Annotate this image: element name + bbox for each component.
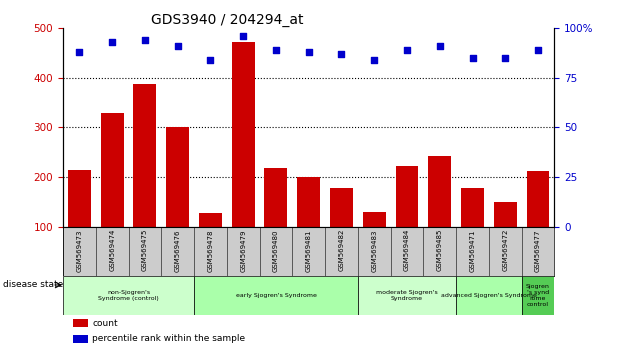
Bar	[494, 202, 517, 227]
Point	[402, 47, 412, 53]
Bar	[68, 170, 91, 227]
Text: GSM569471: GSM569471	[469, 229, 476, 272]
Text: Sjogren
's synd
rome
control: Sjogren 's synd rome control	[526, 284, 550, 307]
Bar	[461, 188, 484, 227]
Text: GSM569479: GSM569479	[240, 229, 246, 272]
Bar	[363, 212, 386, 227]
Text: GSM569480: GSM569480	[273, 229, 279, 272]
Bar	[297, 177, 320, 227]
Bar	[101, 113, 123, 227]
Bar	[63, 276, 194, 315]
Point	[271, 47, 281, 53]
Text: GSM569473: GSM569473	[76, 229, 83, 272]
Text: GSM569472: GSM569472	[502, 229, 508, 272]
Text: disease state: disease state	[3, 280, 64, 290]
Point	[467, 55, 478, 61]
Text: GSM569483: GSM569483	[371, 229, 377, 272]
Bar	[232, 42, 255, 227]
Point	[336, 51, 346, 57]
Point	[140, 38, 150, 43]
Text: moderate Sjogren's
Syndrome: moderate Sjogren's Syndrome	[376, 290, 438, 301]
Bar	[73, 319, 88, 327]
Bar	[358, 276, 456, 315]
Bar	[194, 276, 358, 315]
Text: GSM569484: GSM569484	[404, 229, 410, 272]
Bar	[166, 127, 189, 227]
Bar	[522, 276, 554, 315]
Text: percentile rank within the sample: percentile rank within the sample	[93, 335, 246, 343]
Text: GSM569481: GSM569481	[306, 229, 312, 272]
Point	[173, 43, 183, 49]
Point	[205, 57, 215, 63]
Point	[533, 47, 543, 53]
Bar	[199, 213, 222, 227]
Point	[238, 33, 248, 39]
Text: count: count	[93, 319, 118, 327]
Point	[304, 49, 314, 55]
Point	[369, 57, 379, 63]
Text: GSM569478: GSM569478	[207, 229, 214, 272]
Text: GSM569475: GSM569475	[142, 229, 148, 272]
Point	[500, 55, 510, 61]
Text: GSM569476: GSM569476	[175, 229, 181, 272]
Text: GSM569485: GSM569485	[437, 229, 443, 272]
Text: advanced Sjogren's Syndrome: advanced Sjogren's Syndrome	[441, 293, 537, 298]
Bar	[527, 171, 549, 227]
Point	[435, 43, 445, 49]
Bar	[134, 84, 156, 227]
Bar	[396, 166, 418, 227]
Point	[74, 49, 84, 55]
Bar	[265, 168, 287, 227]
Point	[107, 39, 117, 45]
Bar	[73, 335, 88, 343]
Bar	[456, 276, 522, 315]
Bar	[330, 188, 353, 227]
Text: GSM569477: GSM569477	[535, 229, 541, 272]
Text: early Sjogren's Syndrome: early Sjogren's Syndrome	[236, 293, 316, 298]
Text: non-Sjogren's
Syndrome (control): non-Sjogren's Syndrome (control)	[98, 290, 159, 301]
Text: GSM569474: GSM569474	[109, 229, 115, 272]
Text: GSM569482: GSM569482	[338, 229, 345, 272]
Bar	[428, 156, 451, 227]
Text: GDS3940 / 204294_at: GDS3940 / 204294_at	[151, 13, 304, 27]
